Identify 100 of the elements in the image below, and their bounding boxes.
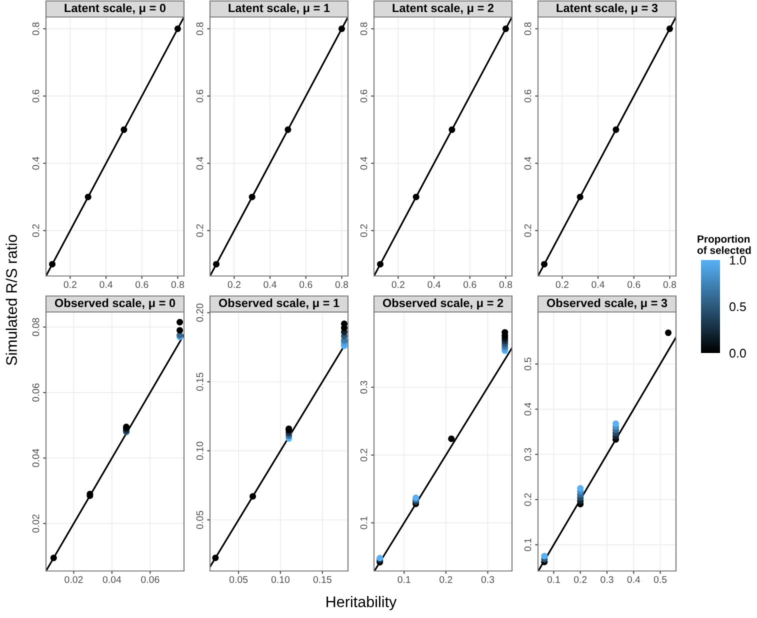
y-tick-label: 0.2 — [524, 224, 532, 237]
x-tick-label: 0.2 — [228, 281, 240, 288]
y-tick-label: 0.08 — [32, 318, 40, 336]
point — [250, 493, 256, 500]
y-tick-label: 0.2 — [360, 448, 368, 462]
x-tick-label: 0.8 — [499, 281, 512, 288]
x-tick-label: 0.6 — [300, 281, 312, 288]
point — [50, 554, 57, 562]
x-tick-label: 0.3 — [600, 576, 614, 583]
y-tick-label: 0.1 — [360, 516, 368, 530]
point — [377, 260, 384, 268]
point — [284, 126, 292, 133]
y-tick-label: 0.2 — [360, 224, 368, 237]
x-axis-title: Heritability — [326, 596, 397, 610]
x-tick-label: 0.2 — [556, 281, 568, 288]
x-tick-label: 0.1 — [547, 576, 560, 583]
x-tick-label: 0.02 — [64, 576, 83, 583]
y-tick-label: 0.8 — [524, 22, 532, 36]
point — [248, 194, 256, 200]
point — [665, 330, 672, 336]
y-tick-label: 0.8 — [196, 22, 204, 36]
y-tick-label: 0.6 — [524, 90, 532, 102]
y-tick-label: 0.4 — [524, 156, 532, 170]
x-tick-label: 0.1 — [398, 576, 410, 583]
x-tick-label: 0.6 — [136, 281, 148, 288]
point — [448, 126, 456, 133]
y-tick-label: 0.6 — [196, 90, 204, 102]
point — [212, 554, 219, 562]
y-axis-title: Simulated R/S ratio — [6, 234, 17, 366]
x-tick-label: 0.4 — [428, 281, 441, 288]
point — [576, 194, 584, 200]
x-tick-label: 0.15 — [313, 576, 332, 583]
point — [338, 26, 345, 32]
x-tick-label: 0.2 — [574, 576, 587, 583]
x-tick-label: 0.2 — [440, 576, 452, 583]
point — [176, 318, 184, 326]
point — [120, 126, 128, 133]
x-tick-label: 0.8 — [335, 281, 348, 288]
x-tick-label: 0.4 — [592, 281, 605, 288]
x-tick-label: 0.4 — [100, 281, 113, 288]
x-tick-label: 0.8 — [663, 281, 676, 288]
point — [412, 194, 420, 200]
chart-title: Observed scale, μ = 3 — [546, 298, 668, 310]
color-bar-label: 0.0 — [730, 348, 746, 358]
point — [666, 26, 673, 32]
point — [612, 126, 620, 133]
point — [502, 26, 509, 32]
y-tick-label: 0.4 — [196, 156, 204, 170]
chart-title: Observed scale, μ = 0 — [54, 298, 176, 310]
y-tick-label: 0.06 — [32, 384, 40, 402]
point — [213, 260, 220, 268]
y-tick-label: 0.6 — [32, 90, 40, 102]
y-tick-label: 0.4 — [32, 156, 40, 170]
y-tick-label: 0.6 — [360, 90, 368, 102]
point — [577, 485, 584, 492]
x-tick-label: 0.6 — [628, 281, 640, 288]
y-tick-label: 0.4 — [524, 402, 532, 416]
y-tick-label: 0.04 — [32, 448, 40, 468]
point — [49, 260, 56, 268]
y-tick-label: 0.3 — [524, 448, 532, 461]
x-tick-label: 0.3 — [481, 576, 494, 583]
x-tick-label: 0.6 — [464, 281, 476, 288]
point — [448, 436, 455, 442]
x-tick-label: 0.8 — [171, 281, 184, 288]
chart-title: Latent scale, μ = 3 — [556, 4, 658, 14]
chart-title: Latent scale, μ = 1 — [228, 4, 330, 14]
color-bar-label: 0.5 — [730, 302, 746, 312]
chart-title: Latent scale, μ = 2 — [392, 4, 494, 14]
point — [176, 327, 184, 334]
y-tick-label: 0.2 — [32, 224, 40, 237]
y-tick-label: 0.2 — [524, 493, 532, 506]
point — [84, 194, 92, 200]
y-tick-label: 0.5 — [524, 358, 532, 370]
y-tick-label: 0.02 — [32, 514, 40, 533]
y-tick-label: 0.3 — [360, 380, 368, 394]
x-tick-label: 0.4 — [627, 576, 640, 583]
point — [541, 552, 548, 560]
y-tick-label: 0.4 — [360, 156, 368, 170]
y-tick-label: 0.15 — [196, 372, 204, 391]
x-tick-label: 0.4 — [264, 281, 277, 288]
x-tick-label: 0.5 — [654, 576, 667, 583]
chart-title: Observed scale, μ = 1 — [218, 298, 340, 310]
y-tick-label: 0.1 — [524, 538, 532, 552]
x-tick-label: 0.04 — [102, 576, 122, 583]
y-tick-label: 0.05 — [196, 510, 204, 529]
point — [612, 420, 620, 427]
x-tick-label: 0.2 — [392, 281, 404, 288]
y-tick-label: 0.20 — [196, 304, 204, 322]
chart-title: Observed scale, μ = 2 — [382, 298, 504, 310]
point — [541, 260, 548, 268]
y-tick-label: 0.2 — [196, 224, 204, 237]
y-tick-label: 0.8 — [32, 22, 40, 36]
point — [340, 320, 348, 327]
point — [174, 26, 181, 32]
color-bar-label: 1.0 — [730, 256, 746, 265]
color-bar-title: Proportion of selected — [697, 235, 751, 254]
x-tick-label: 0.05 — [229, 576, 248, 583]
y-tick-label: 0.10 — [196, 442, 204, 460]
chart-title: Latent scale, μ = 0 — [64, 4, 166, 14]
x-tick-label: 0.06 — [141, 576, 160, 583]
